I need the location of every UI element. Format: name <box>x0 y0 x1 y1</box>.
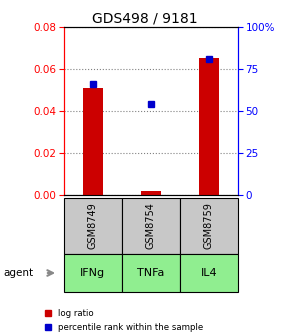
Text: TNFa: TNFa <box>137 268 164 278</box>
Text: GSM8759: GSM8759 <box>204 203 214 249</box>
Text: agent: agent <box>3 268 33 278</box>
Text: GSM8749: GSM8749 <box>88 203 98 249</box>
Text: GDS498 / 9181: GDS498 / 9181 <box>92 12 198 26</box>
Bar <box>83 88 103 195</box>
Bar <box>199 58 219 195</box>
Legend: log ratio, percentile rank within the sample: log ratio, percentile rank within the sa… <box>45 309 203 332</box>
Text: GSM8754: GSM8754 <box>146 203 156 249</box>
Text: IL4: IL4 <box>200 268 217 278</box>
Bar <box>141 191 161 195</box>
Text: IFNg: IFNg <box>80 268 105 278</box>
